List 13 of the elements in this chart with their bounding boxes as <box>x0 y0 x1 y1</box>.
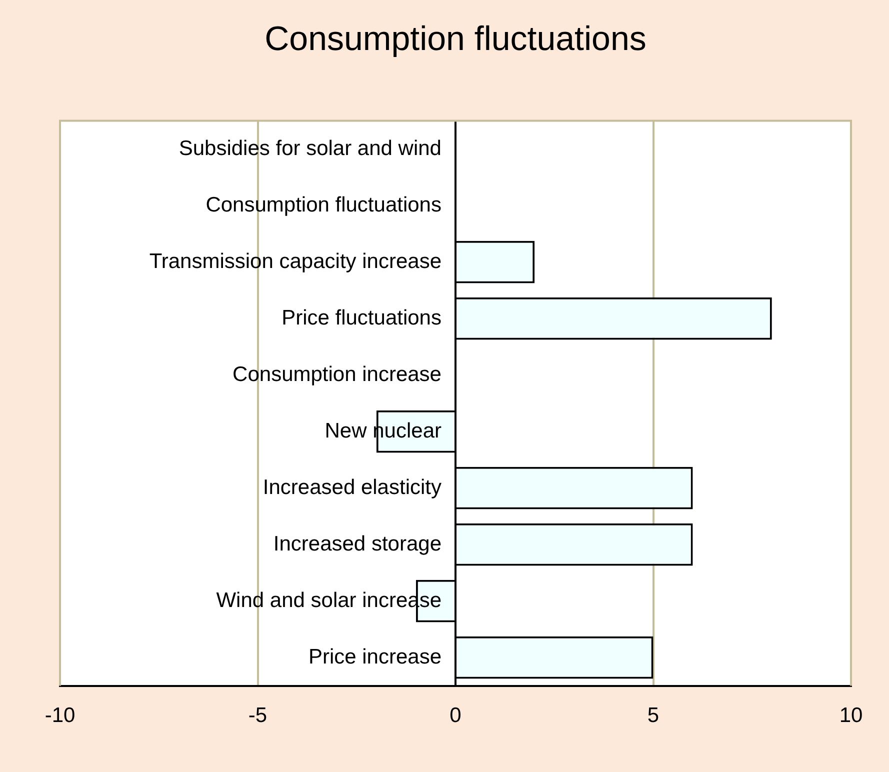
y-tick-label: Transmission capacity increase <box>149 250 442 273</box>
x-tick-label: 10 <box>839 704 863 728</box>
y-tick-label: Consumption increase <box>232 362 442 386</box>
y-tick-label: Price increase <box>308 645 442 668</box>
y-tick-label: Subsidies for solar and wind <box>178 136 442 160</box>
y-tick-label: Consumption fluctuations <box>206 193 442 216</box>
y-tick-label: Increased storage <box>273 532 442 556</box>
x-tick-label: -10 <box>44 704 76 728</box>
x-tick-label: 0 <box>450 704 462 728</box>
x-tick-label: -5 <box>248 704 268 728</box>
y-tick-label: Price fluctuations <box>282 306 442 330</box>
x-tick-label: 5 <box>647 704 660 728</box>
y-tick-label: Increased elasticity <box>262 476 442 499</box>
